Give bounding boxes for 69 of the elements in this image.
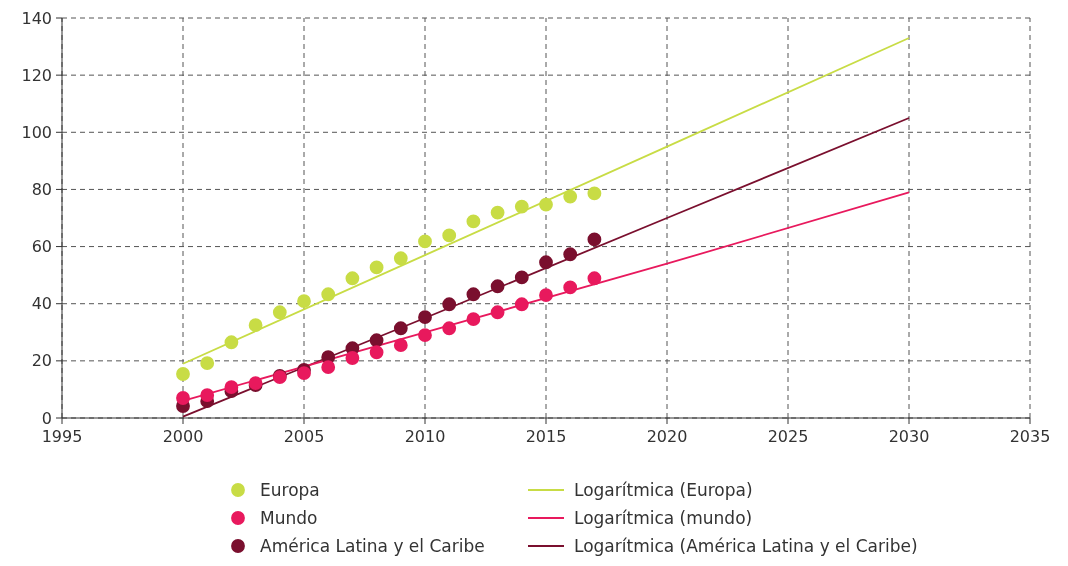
point xyxy=(345,271,360,286)
point xyxy=(418,328,432,343)
point xyxy=(514,270,529,285)
point xyxy=(200,388,215,403)
point xyxy=(563,189,578,204)
point xyxy=(539,197,553,212)
y-tick-label: 60 xyxy=(31,237,52,257)
point xyxy=(490,305,505,320)
point xyxy=(297,366,311,381)
x-tick-label: 2035 xyxy=(1009,427,1051,446)
point xyxy=(466,312,481,327)
x-tick-label: 2010 xyxy=(404,427,446,446)
legend-label: Logarítmica (Europa) xyxy=(574,479,753,500)
point xyxy=(490,205,505,220)
y-tick-label: 140 xyxy=(21,8,52,28)
point xyxy=(442,297,457,312)
legend-label: Mundo xyxy=(260,507,318,528)
point xyxy=(418,310,432,325)
point xyxy=(539,255,553,270)
point xyxy=(345,351,360,365)
x-tick-label: 2030 xyxy=(888,427,930,446)
x-tick-label: 2005 xyxy=(283,427,325,446)
point xyxy=(297,294,311,309)
point xyxy=(369,260,384,275)
point xyxy=(563,280,578,295)
x-tick-label: 2015 xyxy=(525,427,567,446)
point xyxy=(514,297,529,312)
y-tick-label: 120 xyxy=(21,65,52,85)
point xyxy=(224,380,239,395)
y-tick-label: 0 xyxy=(41,408,52,428)
point xyxy=(563,247,578,262)
point xyxy=(176,367,190,381)
point xyxy=(587,186,602,201)
point xyxy=(272,305,287,320)
x-tick-label: 2025 xyxy=(767,427,809,446)
line-series xyxy=(182,117,910,418)
y-tick-label: 20 xyxy=(31,351,52,371)
x-tick-label: 2020 xyxy=(646,427,688,446)
point xyxy=(321,287,336,302)
point xyxy=(587,271,602,286)
point xyxy=(248,318,263,333)
point xyxy=(321,360,336,375)
legend-label: Logarítmica (América Latina y el Caribe) xyxy=(574,535,918,556)
y-tick-label: 100 xyxy=(21,122,52,142)
point xyxy=(369,333,384,348)
x-tick-label: 1995 xyxy=(41,427,83,446)
point xyxy=(224,335,239,350)
x-tick-label: 2000 xyxy=(162,427,204,446)
point xyxy=(200,356,215,371)
point xyxy=(418,234,432,249)
legend-label: Logarítmica (mundo) xyxy=(574,507,753,528)
legend-label: Europa xyxy=(260,479,320,500)
point xyxy=(539,288,553,303)
y-tick-label: 40 xyxy=(31,294,52,314)
point xyxy=(442,228,457,243)
point xyxy=(514,199,529,214)
point xyxy=(393,338,408,353)
point xyxy=(466,214,481,229)
y-tick-label: 80 xyxy=(31,180,52,200)
legend-label: América Latina y el Caribe xyxy=(260,535,485,556)
point xyxy=(466,287,481,302)
point xyxy=(490,279,505,294)
point xyxy=(393,321,408,336)
point xyxy=(393,251,408,266)
point xyxy=(176,391,190,405)
point xyxy=(587,232,602,247)
point xyxy=(369,345,384,360)
point xyxy=(442,321,457,336)
line-series xyxy=(182,37,910,365)
